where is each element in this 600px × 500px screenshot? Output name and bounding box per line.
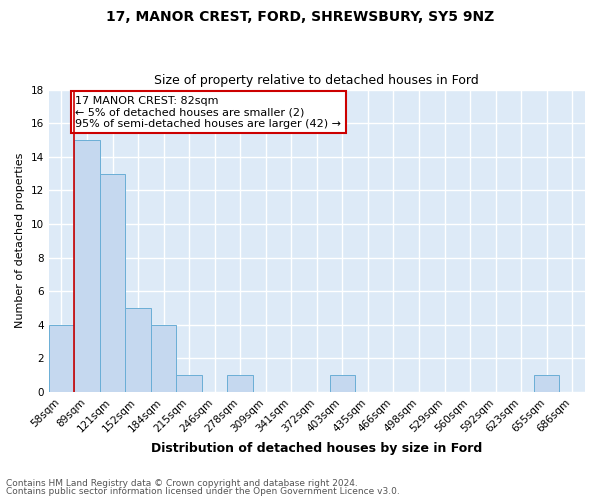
Bar [151, 324, 176, 392]
Y-axis label: Number of detached properties: Number of detached properties [15, 153, 25, 328]
Bar [176, 375, 202, 392]
Text: 17, MANOR CREST, FORD, SHREWSBURY, SY5 9NZ: 17, MANOR CREST, FORD, SHREWSBURY, SY5 9… [106, 10, 494, 24]
Bar [534, 375, 559, 392]
Bar [49, 324, 74, 392]
Bar [125, 308, 151, 392]
Bar [74, 140, 100, 392]
Text: Contains HM Land Registry data © Crown copyright and database right 2024.: Contains HM Land Registry data © Crown c… [6, 478, 358, 488]
Title: Size of property relative to detached houses in Ford: Size of property relative to detached ho… [154, 74, 479, 87]
Bar [329, 375, 355, 392]
X-axis label: Distribution of detached houses by size in Ford: Distribution of detached houses by size … [151, 442, 482, 455]
Bar [100, 174, 125, 392]
Text: Contains public sector information licensed under the Open Government Licence v3: Contains public sector information licen… [6, 487, 400, 496]
Text: 17 MANOR CREST: 82sqm
← 5% of detached houses are smaller (2)
95% of semi-detach: 17 MANOR CREST: 82sqm ← 5% of detached h… [76, 96, 341, 129]
Bar [227, 375, 253, 392]
